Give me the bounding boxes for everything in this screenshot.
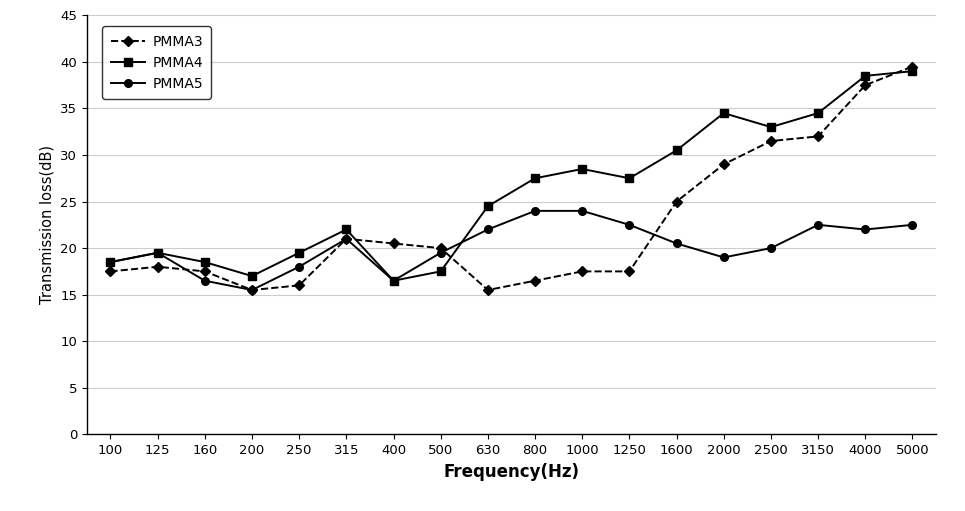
PMMA5	[860, 226, 871, 233]
PMMA5	[671, 240, 682, 246]
X-axis label: Frequency(Hz): Frequency(Hz)	[444, 462, 579, 481]
PMMA5	[199, 277, 210, 284]
PMMA3	[671, 198, 682, 204]
PMMA5	[576, 208, 588, 214]
PMMA4	[388, 277, 400, 284]
PMMA4	[765, 124, 777, 130]
PMMA4	[529, 175, 540, 181]
PMMA5	[435, 250, 447, 256]
PMMA3	[576, 268, 588, 274]
PMMA3	[907, 63, 919, 69]
PMMA5	[341, 236, 352, 242]
PMMA5	[246, 287, 258, 293]
Line: PMMA3: PMMA3	[106, 63, 917, 294]
PMMA4	[623, 175, 635, 181]
PMMA4	[104, 259, 116, 265]
PMMA3	[813, 133, 824, 140]
PMMA4	[482, 203, 494, 210]
PMMA3	[341, 236, 352, 242]
PMMA3	[152, 264, 163, 270]
PMMA4	[293, 250, 305, 256]
PMMA4	[907, 68, 919, 74]
PMMA5	[623, 222, 635, 228]
PMMA3	[388, 240, 400, 246]
PMMA4	[671, 147, 682, 153]
PMMA4	[718, 110, 730, 116]
PMMA3	[860, 82, 871, 88]
PMMA5	[293, 264, 305, 270]
PMMA5	[765, 245, 777, 251]
PMMA5	[152, 250, 163, 256]
PMMA5	[388, 277, 400, 284]
PMMA4	[813, 110, 824, 116]
Line: PMMA5: PMMA5	[106, 207, 917, 294]
Line: PMMA4: PMMA4	[106, 67, 917, 285]
PMMA3	[435, 245, 447, 251]
Legend: PMMA3, PMMA4, PMMA5: PMMA3, PMMA4, PMMA5	[102, 27, 211, 99]
PMMA5	[813, 222, 824, 228]
PMMA4	[341, 226, 352, 233]
PMMA4	[246, 273, 258, 279]
PMMA5	[529, 208, 540, 214]
PMMA3	[104, 268, 116, 274]
PMMA4	[152, 250, 163, 256]
PMMA3	[199, 268, 210, 274]
PMMA3	[623, 268, 635, 274]
PMMA5	[718, 254, 730, 261]
PMMA5	[104, 259, 116, 265]
PMMA4	[860, 73, 871, 79]
Y-axis label: Transmission loss(dB): Transmission loss(dB)	[40, 145, 55, 305]
PMMA3	[718, 161, 730, 168]
PMMA4	[199, 259, 210, 265]
PMMA4	[576, 166, 588, 172]
PMMA3	[529, 277, 540, 284]
PMMA5	[482, 226, 494, 233]
PMMA3	[246, 287, 258, 293]
PMMA3	[765, 138, 777, 144]
PMMA4	[435, 268, 447, 274]
PMMA3	[482, 287, 494, 293]
PMMA3	[293, 282, 305, 288]
PMMA5	[907, 222, 919, 228]
